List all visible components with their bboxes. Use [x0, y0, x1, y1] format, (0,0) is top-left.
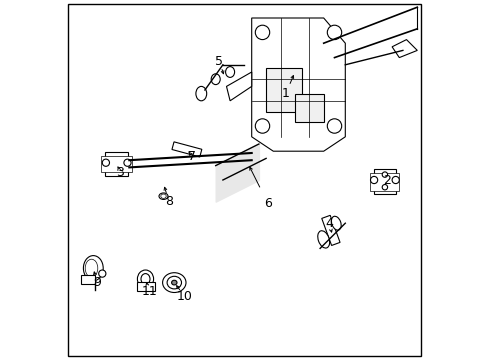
Ellipse shape: [163, 273, 185, 292]
Ellipse shape: [211, 74, 220, 85]
Bar: [172, 142, 202, 157]
Ellipse shape: [123, 159, 131, 166]
Ellipse shape: [382, 172, 387, 177]
Ellipse shape: [159, 193, 168, 199]
Ellipse shape: [102, 159, 109, 166]
Ellipse shape: [196, 86, 206, 101]
Text: 5: 5: [215, 55, 223, 68]
Text: 9: 9: [93, 276, 101, 289]
Ellipse shape: [255, 25, 269, 40]
Ellipse shape: [83, 256, 103, 281]
Bar: [105, 152, 128, 175]
Ellipse shape: [167, 276, 181, 289]
Bar: [136, 282, 154, 291]
Bar: [294, 94, 323, 122]
Ellipse shape: [255, 119, 269, 133]
Ellipse shape: [161, 194, 166, 198]
Bar: [81, 275, 95, 284]
Bar: [101, 156, 132, 172]
Ellipse shape: [391, 176, 399, 184]
Ellipse shape: [141, 274, 150, 284]
Polygon shape: [226, 72, 251, 101]
Polygon shape: [391, 40, 416, 58]
Ellipse shape: [370, 176, 377, 184]
Ellipse shape: [326, 25, 341, 40]
Text: 11: 11: [141, 285, 157, 298]
Bar: [321, 215, 339, 246]
Bar: [373, 169, 395, 194]
Ellipse shape: [225, 67, 234, 77]
Text: 1: 1: [282, 87, 289, 100]
Ellipse shape: [317, 231, 329, 248]
Ellipse shape: [171, 280, 177, 285]
Text: 10: 10: [177, 291, 193, 303]
Ellipse shape: [85, 259, 98, 277]
Ellipse shape: [382, 185, 387, 190]
Ellipse shape: [326, 119, 341, 133]
Polygon shape: [251, 18, 345, 151]
Text: 3: 3: [116, 166, 124, 179]
Bar: [370, 173, 399, 191]
Text: 6: 6: [264, 197, 271, 210]
Ellipse shape: [99, 270, 106, 277]
Text: 2: 2: [382, 174, 390, 186]
Text: 4: 4: [325, 217, 332, 230]
Bar: [265, 68, 302, 112]
Text: 7: 7: [188, 150, 196, 163]
Text: 8: 8: [164, 195, 173, 208]
Ellipse shape: [137, 270, 153, 288]
Ellipse shape: [331, 216, 341, 230]
